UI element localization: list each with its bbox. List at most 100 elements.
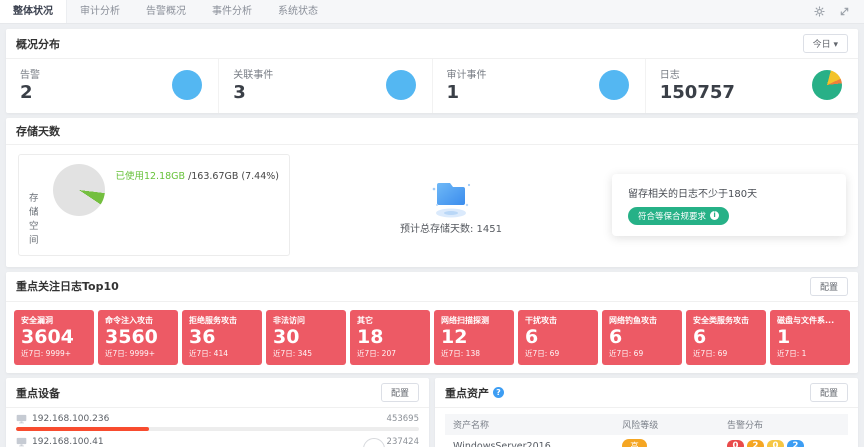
storage-space-label: 存储空间: [29, 192, 39, 246]
help-icon[interactable]: ?: [493, 387, 504, 399]
stat-label: 日志: [659, 70, 680, 81]
folder-icon: [425, 175, 477, 219]
stat-card-audit-events: 审计事件 1: [433, 59, 646, 113]
stat-card-alerts: 告警 2: [6, 59, 220, 113]
time-range-dropdown[interactable]: 今日 ▾: [802, 34, 848, 53]
top-tab-bar: 整体状况 审计分析 告警概况 事件分析 系统状态: [0, 0, 864, 24]
log-card-value: 30: [273, 325, 300, 348]
compliance-label: 符合等保合规要求: [638, 211, 707, 222]
log-card-value: 6: [525, 325, 539, 348]
log-card-value: 18: [357, 325, 384, 348]
stat-card-logs: 日志 150757: [646, 59, 858, 113]
overview-panel: 概况分布 今日 ▾ 告警 2 关联事件 3 审计事件 1: [6, 29, 858, 113]
tab-overall-status[interactable]: 整体状况: [0, 0, 67, 23]
device-count: 453695: [386, 414, 419, 425]
storage-usage-pie-chart: [53, 163, 106, 216]
log-card[interactable]: 网络钓鱼攻击 6 近7日: 69: [602, 309, 682, 366]
log-card[interactable]: 拒绝服务攻击 36 近7日: 414: [182, 309, 262, 366]
storage-space-card: 存储空间 已使用12.18GB /163.67GB (7.44%): [18, 153, 290, 256]
gear-icon[interactable]: [814, 6, 825, 17]
stat-card-correlated-events: 关联事件 3: [219, 59, 433, 113]
log-card-recent: 近7日: 69: [609, 349, 644, 359]
log-card[interactable]: 安全类服务攻击 6 近7日: 69: [686, 309, 766, 366]
compliance-badge-button[interactable]: 符合等保合规要求 i: [628, 206, 730, 225]
log-card-recent: 近7日: 9999+: [21, 349, 72, 359]
log-card-title: 磁盘与文件系...: [777, 315, 835, 325]
alerts-circle-chart: [172, 69, 203, 100]
log-card-title: 网络扫描探测: [441, 315, 489, 325]
log-card-title: 网络钓鱼攻击: [609, 315, 657, 325]
log-card-value: 36: [189, 325, 216, 348]
log-card-value: 6: [609, 325, 623, 348]
storage-total-value: /163.67GB (7.44%): [185, 170, 279, 182]
device-bar-fill: [16, 427, 149, 432]
events-circle-chart: [385, 69, 416, 100]
device-ip[interactable]: 192.168.100.41: [32, 437, 104, 447]
key-devices-title: 重点设备: [16, 386, 60, 400]
log-card-recent: 近7日: 345: [273, 349, 312, 359]
log-card[interactable]: 干扰攻击 6 近7日: 69: [518, 309, 598, 366]
log-card[interactable]: 其它 18 近7日: 207: [350, 309, 430, 366]
log-card-recent: 近7日: 69: [693, 349, 728, 359]
log-card-title: 安全类服务攻击: [693, 315, 749, 325]
tab-event-analysis[interactable]: 事件分析: [212, 6, 252, 17]
assets-header-distribution: 告警分布: [719, 414, 848, 436]
fullscreen-expand-icon[interactable]: [839, 6, 850, 17]
tab-alert-overview[interactable]: 告警概况: [146, 6, 186, 17]
stat-value: 150757: [659, 82, 735, 103]
log-card-value: 12: [441, 325, 468, 348]
overview-title: 概况分布: [16, 37, 60, 51]
storage-days-block: 预计总存储天数: 1451: [304, 154, 598, 256]
stat-value: 2: [20, 82, 33, 103]
stat-value: 1: [446, 82, 460, 103]
devices-config-button[interactable]: 配置: [380, 383, 419, 403]
alert-count-critical: 0: [727, 440, 745, 447]
tab-system-status[interactable]: 系统状态: [278, 6, 318, 17]
log-card[interactable]: 非法访问 30 近7日: 345: [266, 309, 346, 366]
device-ip[interactable]: 192.168.100.236: [32, 414, 110, 425]
assets-config-button[interactable]: 配置: [809, 383, 848, 403]
log-card[interactable]: 命令注入攻击 3560 近7日: 9999+: [98, 309, 178, 366]
log-card-title: 干扰攻击: [525, 315, 557, 325]
tab-audit-analysis[interactable]: 审计分析: [80, 6, 120, 17]
log-card[interactable]: 网络扫描探测 12 近7日: 138: [434, 309, 514, 366]
device-row: 192.168.100.236 453695: [16, 414, 419, 432]
top-logs-config-button[interactable]: 配置: [809, 276, 848, 296]
assets-header-risk: 风险等级: [614, 414, 720, 436]
chevron-down-icon: ▾: [833, 40, 838, 50]
storage-title: 存储天数: [16, 124, 60, 138]
log-card-recent: 近7日: 69: [525, 349, 560, 359]
log-card-recent: 近7日: 1: [777, 349, 807, 359]
log-card-title: 非法访问: [273, 315, 305, 325]
log-card-title: 命令注入攻击: [105, 315, 153, 325]
risk-badge: 高: [622, 439, 647, 447]
device-bar-track: [16, 427, 419, 432]
log-card-title: 安全漏洞: [21, 315, 53, 325]
storage-usage-text: 已使用12.18GB /163.67GB (7.44%): [115, 168, 279, 182]
log-card-value: 3604: [21, 325, 74, 348]
key-assets-panel: 重点资产 ? 配置 资产名称 风险等级 告警分布 WindowsServer20…: [435, 378, 858, 447]
monitor-icon: [16, 414, 27, 424]
monitor-icon: [16, 437, 27, 447]
assets-table: 资产名称 风险等级 告警分布 WindowsServer2016 高 0202 …: [445, 414, 848, 447]
assets-header-name: 资产名称: [445, 414, 615, 436]
top-logs-panel: 重点关注日志Top10 配置 安全漏洞 3604 近7日: 9999+ 命令注入…: [6, 271, 858, 374]
storage-panel: 存储天数 存储空间 已使用12.18GB /163.67GB (7.44%): [6, 117, 858, 267]
log-card[interactable]: 安全漏洞 3604 近7日: 9999+: [14, 309, 94, 366]
log-card-recent: 近7日: 207: [357, 349, 396, 359]
logs-pie-chart: [812, 69, 842, 100]
log-card-value: 3560: [105, 325, 158, 348]
asset-name[interactable]: WindowsServer2016: [445, 435, 615, 447]
log-card[interactable]: 磁盘与文件系... 1 近7日: 1: [770, 309, 850, 366]
stat-label: 关联事件: [233, 70, 274, 81]
alert-count-medium: 0: [767, 440, 785, 447]
stat-value: 3: [233, 82, 246, 103]
key-devices-panel: 重点设备 配置 192.168.100.236 453695 192: [6, 378, 429, 447]
alert-count-low: 2: [787, 440, 805, 447]
top-logs-title: 重点关注日志Top10: [16, 280, 119, 294]
log-card-value: 6: [693, 325, 707, 348]
log-card-title: 拒绝服务攻击: [189, 315, 237, 325]
info-icon: i: [710, 211, 720, 221]
stat-label: 告警: [20, 70, 40, 81]
